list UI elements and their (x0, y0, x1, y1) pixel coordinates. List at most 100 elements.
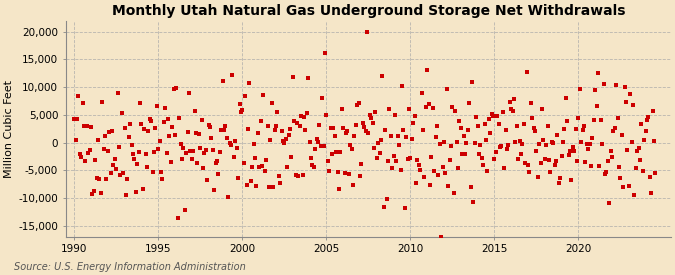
Point (267, 101, 277, 105)
Point (206, 136, 217, 141)
Point (514, 139, 525, 143)
Point (615, 176, 626, 180)
Point (647, 109, 658, 113)
Point (384, 107, 395, 112)
Point (280, 137, 291, 141)
Point (335, 150, 346, 154)
Point (430, 135, 441, 139)
Point (479, 122, 490, 126)
Point (358, 125, 369, 129)
Point (196, 118, 207, 122)
Point (580, 160, 591, 164)
Point (263, 185, 274, 189)
Point (591, 104, 602, 108)
Point (574, 86, 585, 91)
Point (240, 94, 250, 98)
Point (182, 130, 193, 134)
Point (80, 159, 91, 163)
Point (520, 161, 531, 166)
Point (353, 101, 364, 106)
Point (293, 174, 304, 178)
Point (294, 123, 305, 128)
Point (643, 114, 654, 119)
Point (533, 175, 543, 179)
Point (232, 145, 242, 150)
Point (543, 158, 554, 162)
Point (105, 171, 116, 176)
Point (188, 148, 198, 153)
Point (490, 150, 501, 155)
Point (413, 163, 424, 167)
Point (251, 183, 262, 188)
Point (364, 113, 375, 117)
Point (342, 129, 353, 133)
Point (203, 123, 214, 127)
Point (379, 204, 389, 209)
Point (70, 138, 81, 142)
Point (564, 149, 575, 154)
Point (117, 111, 128, 116)
Point (265, 138, 275, 142)
Point (555, 176, 566, 180)
Point (122, 177, 133, 181)
Point (128, 152, 138, 156)
Point (357, 120, 368, 125)
Point (207, 147, 218, 152)
Point (535, 161, 546, 165)
Point (554, 180, 564, 185)
Point (354, 174, 365, 178)
Point (87, 191, 98, 196)
Point (345, 143, 356, 147)
Point (634, 158, 645, 163)
Point (198, 166, 209, 170)
Point (109, 156, 120, 161)
Point (549, 163, 560, 167)
Point (213, 172, 224, 176)
Point (489, 157, 500, 162)
Point (148, 150, 159, 154)
Point (632, 148, 643, 153)
Point (587, 136, 598, 140)
Point (143, 129, 154, 133)
Point (135, 101, 146, 105)
Point (650, 170, 661, 175)
Point (332, 170, 343, 175)
Point (329, 134, 340, 139)
Point (86, 125, 97, 129)
Point (637, 169, 648, 173)
Point (161, 151, 172, 155)
Point (610, 126, 620, 130)
Point (125, 122, 136, 127)
Point (308, 165, 319, 170)
Point (84, 147, 95, 152)
Point (421, 105, 431, 110)
Point (560, 95, 571, 100)
Point (504, 100, 515, 104)
Point (88, 189, 99, 193)
Point (215, 149, 225, 154)
Point (499, 166, 510, 170)
Point (356, 162, 367, 166)
Point (447, 105, 458, 109)
Point (307, 163, 318, 168)
Point (539, 157, 550, 162)
Point (583, 147, 593, 152)
Point (524, 170, 535, 175)
Point (311, 137, 322, 142)
Point (607, 155, 618, 160)
Point (461, 141, 472, 145)
Point (340, 131, 351, 135)
Point (99, 147, 109, 152)
Point (395, 167, 406, 172)
Point (252, 131, 263, 136)
Point (464, 100, 475, 105)
Point (548, 141, 559, 145)
Y-axis label: Million Cubic Feet: Million Cubic Feet (4, 80, 14, 178)
Point (74, 152, 85, 156)
Point (168, 86, 179, 91)
Point (462, 127, 473, 132)
Point (628, 103, 639, 107)
Point (450, 109, 460, 114)
Point (605, 149, 616, 153)
Point (327, 151, 338, 156)
